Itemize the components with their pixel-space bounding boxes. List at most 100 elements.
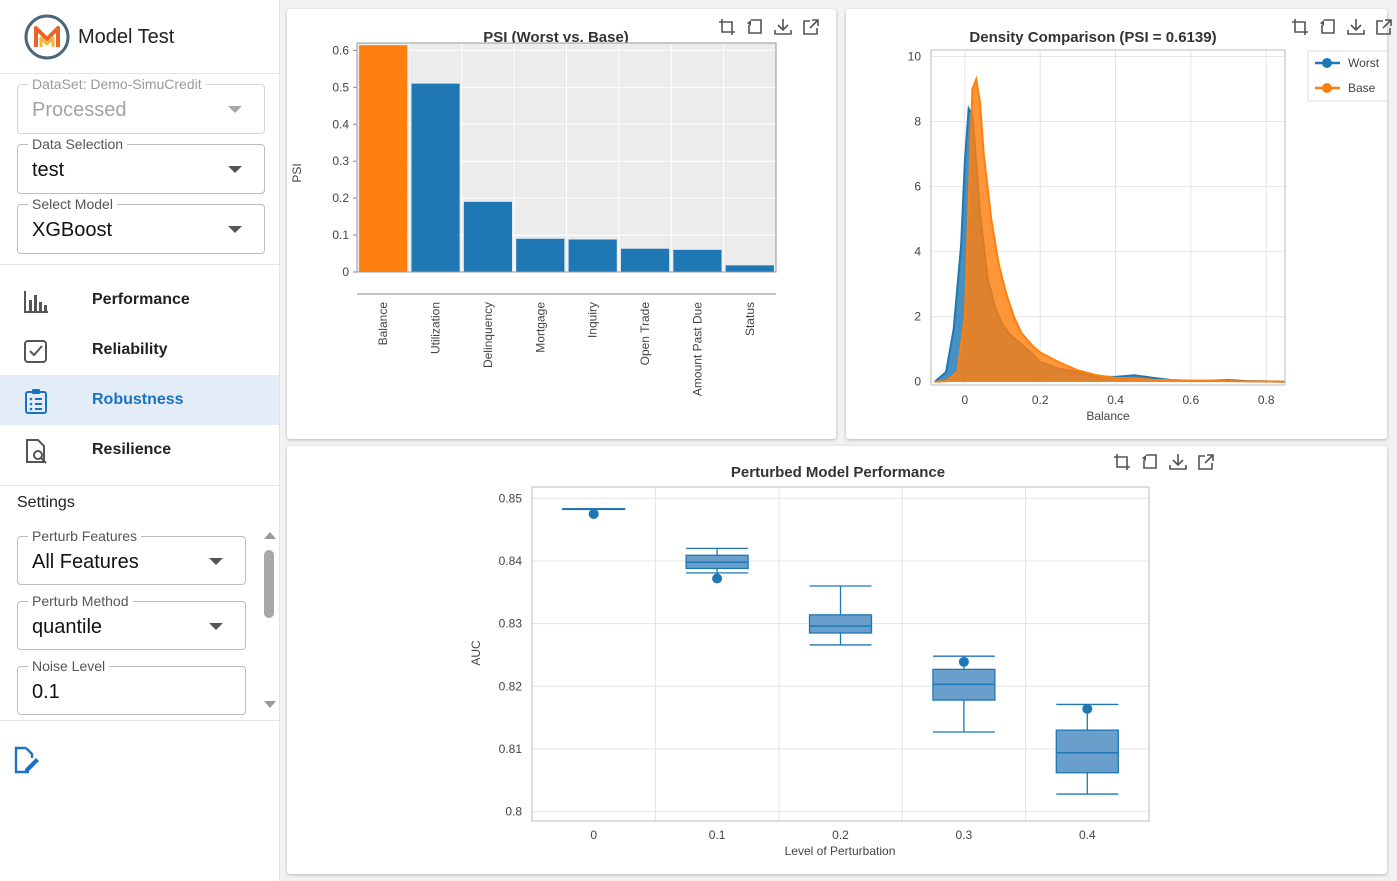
density-x-axis-label: Balance [1086, 409, 1130, 423]
perturbation-panel: Perturbed Model Performance Level of Per… [287, 446, 1387, 874]
download-icon[interactable] [1347, 18, 1365, 36]
bar-chart-icon [24, 291, 48, 313]
crop-icon[interactable] [1291, 18, 1309, 36]
perturb-method-select[interactable]: Perturb Method quantile [17, 593, 246, 650]
sidebar: Model Test DataSet: Demo-SimuCredit Proc… [0, 0, 280, 881]
perturb-features-select[interactable]: Perturb Features All Features [17, 528, 246, 585]
plot-border [531, 486, 1150, 822]
nav-item-robustness[interactable]: Robustness [0, 375, 279, 425]
scrollbar-thumb[interactable] [264, 550, 274, 618]
density-legend: Worst Base [1307, 50, 1387, 102]
edit-report-icon[interactable] [12, 745, 40, 775]
nav-item-reliability[interactable]: Reliability [0, 325, 279, 375]
x-tick-label: Utilization [429, 302, 443, 354]
y-tick-label: 8 [914, 115, 921, 129]
x-tick-label: 0.1 [709, 828, 726, 842]
select-model-label: Select Model [28, 196, 117, 212]
legend-label: Worst [1348, 56, 1380, 70]
psi-panel: PSI (Worst vs. Base) PSI 0 0.1 0.2 0.3 0.4 0.… [287, 9, 836, 439]
x-tick-label: 0 [590, 828, 597, 842]
box-outlier [712, 573, 723, 584]
x-tick-label: 0.3 [956, 828, 973, 842]
chart-toolbar [1113, 453, 1215, 471]
chevron-down-icon [209, 558, 223, 565]
settings-scrollbar[interactable] [262, 528, 276, 714]
noise-level-value: 0.1 [32, 681, 60, 703]
nav-item-resilience[interactable]: Resilience [0, 425, 279, 475]
dataset-value: Processed [32, 99, 127, 121]
data-selection-select[interactable]: Data Selection test [17, 136, 265, 194]
nav-label: Resilience [92, 441, 172, 458]
app-logo-icon [24, 14, 70, 60]
box-outlier [1082, 703, 1093, 714]
perturb-method-value: quantile [32, 616, 103, 638]
plot-border [930, 49, 1286, 386]
divider [0, 485, 279, 486]
chevron-down-icon [228, 166, 242, 173]
nav-label: Robustness [92, 391, 184, 408]
dataset-select: DataSet: Demo-SimuCredit Processed [17, 76, 265, 134]
chevron-down-icon [209, 623, 223, 630]
psi-chart-title: PSI (Worst vs. Base) [483, 29, 629, 46]
x-tick-label: 0.2 [832, 828, 849, 842]
download-icon[interactable] [774, 18, 792, 36]
y-tick-label: 0.83 [499, 617, 523, 631]
reset-icon[interactable] [1319, 18, 1337, 36]
chart-toolbar [1291, 18, 1393, 36]
checkbox-icon [24, 340, 47, 363]
noise-level-field[interactable]: Noise Level 0.1 [17, 658, 246, 715]
dataset-label: DataSet: Demo-SimuCredit [28, 76, 206, 92]
scroll-up-arrow-icon[interactable] [264, 532, 276, 539]
nav-label: Performance [92, 291, 190, 308]
select-model-select[interactable]: Select Model XGBoost [17, 196, 265, 254]
x-tick-label: Amount Past Due [690, 302, 704, 396]
chart-toolbar [718, 18, 820, 36]
density-chart-title: Density Comparison (PSI = 0.6139) [969, 29, 1216, 46]
x-tick-label: 0.2 [1032, 393, 1049, 407]
y-tick-label: 0.3 [332, 154, 349, 168]
crop-icon[interactable] [718, 18, 736, 36]
divider [0, 720, 279, 721]
crop-icon[interactable] [1113, 453, 1131, 471]
box-y-axis-label: AUC [469, 640, 483, 666]
legend-marker [1322, 83, 1332, 93]
density-chart: Density Comparison (PSI = 0.6139) Balanc… [908, 29, 1387, 423]
chevron-down-icon [228, 226, 242, 233]
data-selection-value: test [32, 159, 65, 181]
psi-bar [725, 265, 774, 272]
open-external-icon[interactable] [1197, 453, 1215, 471]
legend-label: Base [1348, 81, 1376, 95]
reset-icon[interactable] [1141, 453, 1159, 471]
y-tick-label: 0.85 [499, 491, 523, 505]
box-chart-title: Perturbed Model Performance [731, 464, 945, 481]
x-tick-label: Inquiry [586, 302, 600, 338]
open-external-icon[interactable] [1375, 18, 1393, 36]
nav-label: Reliability [92, 341, 168, 358]
reset-icon[interactable] [746, 18, 764, 36]
x-tick-label: 0 [962, 393, 969, 407]
y-tick-label: 0.2 [332, 191, 349, 205]
psi-y-axis-label: PSI [290, 163, 304, 182]
psi-bar [620, 248, 670, 272]
y-tick-label: 0.5 [332, 80, 349, 94]
divider [0, 264, 279, 265]
y-tick-label: 10 [908, 50, 922, 64]
box-plot [562, 508, 626, 519]
nav-item-performance[interactable]: Performance [0, 275, 279, 325]
x-tick-label: 0.4 [1079, 828, 1096, 842]
y-tick-label: 0 [342, 265, 349, 279]
x-tick-label: 0.8 [1258, 393, 1275, 407]
psi-bar [359, 45, 408, 273]
open-external-icon[interactable] [802, 18, 820, 36]
y-tick-label: 0.6 [332, 43, 349, 57]
scroll-down-arrow-icon[interactable] [264, 701, 276, 708]
chevron-down-icon [228, 106, 242, 113]
box-plot [932, 655, 996, 733]
box-outlier [958, 656, 969, 667]
y-tick-label: 0.82 [499, 679, 523, 693]
x-tick-label: Open Trade [638, 302, 652, 366]
x-tick-label: Balance [376, 302, 390, 346]
download-icon[interactable] [1169, 453, 1187, 471]
psi-bar [568, 239, 617, 272]
y-tick-label: 0.81 [499, 742, 523, 756]
